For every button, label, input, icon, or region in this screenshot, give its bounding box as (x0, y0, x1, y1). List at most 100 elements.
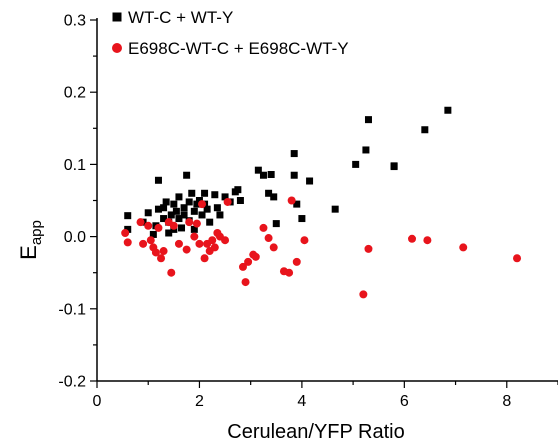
y-axis-title-main: E (16, 245, 41, 260)
data-point-square (390, 163, 398, 171)
data-point-circle (174, 239, 183, 248)
data-point-square (290, 171, 298, 179)
data-point-square (180, 204, 188, 212)
data-point-circle (285, 268, 294, 277)
data-point-circle (513, 254, 522, 263)
data-point-square (206, 218, 214, 226)
data-point-square (154, 176, 162, 184)
data-point-square (154, 205, 162, 213)
data-point-square (170, 200, 178, 208)
data-point-square (254, 166, 262, 174)
y-axis-title: Eapp (16, 220, 45, 260)
x-axis-title: Cerulean/YFP Ratio (227, 421, 405, 443)
data-point-square (175, 193, 183, 201)
data-point-square (172, 207, 180, 215)
data-point-square (180, 211, 188, 219)
data-point-square (188, 189, 196, 197)
series-e698c (121, 196, 522, 299)
data-point-square (444, 106, 452, 114)
data-point-circle (221, 236, 230, 245)
data-point-circle (136, 218, 145, 227)
data-point-circle (259, 223, 268, 232)
y-tick-label: -0.1 (58, 301, 86, 318)
data-point-square (165, 229, 173, 237)
data-point-square (175, 215, 183, 223)
data-point-square (352, 160, 360, 168)
x-tick-label: 8 (502, 393, 511, 410)
data-point-circle (364, 244, 373, 253)
data-point-square (167, 211, 175, 219)
data-point-square (421, 126, 429, 134)
data-point-square (290, 150, 298, 158)
data-point-square (364, 116, 372, 124)
legend-marker-e698c (112, 43, 122, 53)
series-wt (124, 106, 452, 238)
data-point-circle (182, 245, 191, 254)
data-point-circle (190, 232, 199, 241)
data-point-square (183, 171, 191, 179)
tick-labels: 0 2 4 6 8 -0.2 -0.1 0.0 0.1 0.2 0.3 (58, 13, 511, 411)
data-point-circle (238, 262, 247, 271)
data-point-circle (154, 223, 163, 232)
data-point-square (160, 215, 168, 223)
data-point-circle (139, 239, 148, 248)
y-axis-title-sub: app (28, 220, 45, 245)
data-point-square (144, 209, 152, 217)
data-point-circle (192, 219, 201, 228)
data-point-square (190, 225, 198, 233)
data-point-square (195, 197, 203, 204)
axes (96, 18, 558, 382)
data-point-square (265, 189, 273, 197)
data-point-square (267, 171, 275, 179)
data-point-circle (264, 234, 273, 243)
legend-marker-wt (112, 12, 122, 22)
data-point-circle (459, 243, 468, 252)
x-tick-label: 6 (400, 393, 409, 410)
data-point-circle (146, 236, 155, 245)
data-point-square (149, 230, 157, 238)
data-point-circle (167, 268, 176, 277)
data-point-square (306, 177, 314, 185)
data-point-square (178, 224, 186, 232)
data-point-circle (210, 243, 219, 252)
data-point-circle (198, 200, 207, 209)
data-point-square (221, 193, 229, 201)
data-point-circle (223, 197, 232, 206)
y-tick-label: -0.2 (58, 374, 86, 391)
data-point-circle (159, 247, 168, 256)
data-point-square (211, 191, 219, 199)
data-point-square (185, 198, 193, 206)
data-point-square (124, 212, 132, 220)
data-point-square (259, 171, 267, 179)
data-point-circle (169, 221, 178, 230)
y-tick-label: 0.3 (64, 13, 86, 30)
data-point-circle (244, 257, 253, 266)
data-points (121, 106, 522, 299)
data-point-circle (408, 234, 417, 243)
data-point-square (203, 205, 211, 213)
data-point-circle (269, 243, 278, 252)
legend-label-e698c: E698C-WT-C + E698C-WT-Y (128, 39, 349, 58)
data-point-square (293, 200, 301, 208)
data-point-circle (185, 218, 194, 227)
data-point-square (201, 189, 209, 197)
x-tick-label: 4 (297, 393, 306, 410)
data-point-square (362, 146, 370, 154)
data-point-circle (300, 236, 309, 245)
x-tick-label: 0 (93, 393, 102, 410)
data-point-circle (423, 236, 432, 245)
data-point-circle (292, 257, 301, 266)
data-point-square (331, 205, 339, 213)
data-point-circle (123, 238, 132, 247)
data-point-square (124, 225, 132, 233)
data-point-square (216, 211, 224, 219)
data-point-square (160, 204, 168, 212)
data-point-circle (287, 196, 296, 205)
data-point-square (236, 197, 244, 204)
legend: WT-C + WT-Y E698C-WT-C + E698C-WT-Y (112, 8, 349, 58)
data-point-square (193, 200, 201, 208)
data-point-square (298, 215, 306, 223)
data-point-circle (157, 254, 166, 263)
data-point-circle (241, 278, 250, 287)
data-point-square (190, 207, 198, 215)
